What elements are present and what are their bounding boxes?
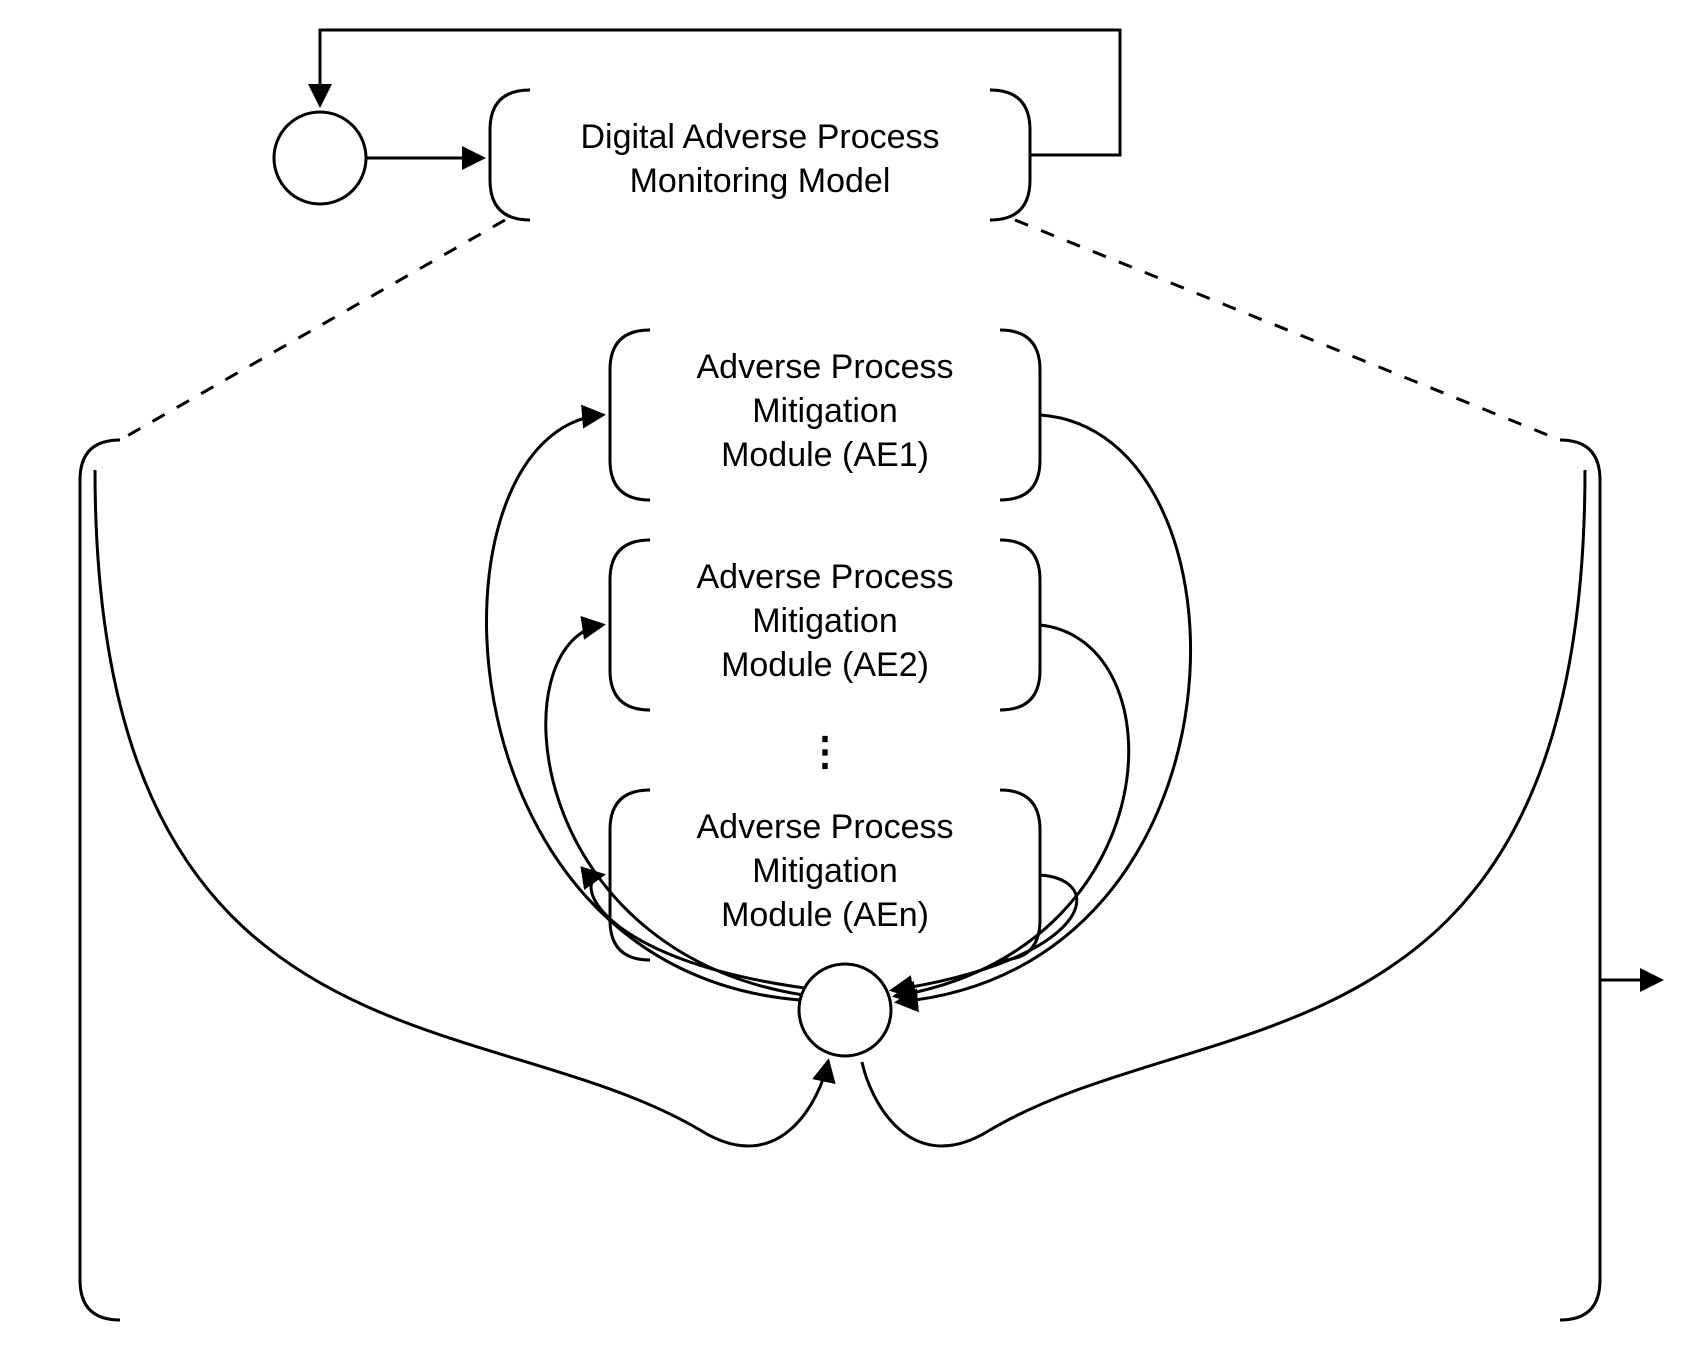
mainbox-bracket-right: [990, 90, 1030, 220]
bottom-circle-node: [799, 964, 891, 1056]
mainbox-bracket-left: [490, 90, 530, 220]
module1-bracket-left: [610, 330, 650, 500]
module2-line2: Mitigation: [752, 602, 898, 640]
module1-bracket-right: [1000, 330, 1040, 500]
modulen-bracket-right: [1000, 790, 1040, 960]
module2-line1: Adverse Process: [697, 558, 954, 596]
module2-line3: Module (AE2): [721, 646, 929, 684]
module2-bracket-right: [1000, 540, 1040, 710]
ellipsis-icon: ⋮: [805, 730, 845, 774]
modulen-line3: Module (AEn): [721, 896, 929, 934]
modulen-line1: Adverse Process: [697, 808, 954, 846]
edge-circle-to-outerright: [862, 470, 1585, 1146]
top-circle-node: [274, 112, 366, 204]
module2-bracket-left: [610, 540, 650, 710]
module1-line2: Mitigation: [752, 392, 898, 430]
dashed-expand-left: [120, 220, 505, 440]
edge-module1-to-circle: [898, 415, 1191, 1002]
mainbox-line2: Monitoring Model: [630, 162, 891, 200]
modulen-line2: Mitigation: [752, 852, 898, 890]
dashed-expand-right: [1015, 220, 1560, 440]
module1-line3: Module (AE1): [721, 436, 929, 474]
module1-line1: Adverse Process: [697, 348, 954, 386]
mainbox-line1: Digital Adverse Process: [580, 118, 939, 156]
